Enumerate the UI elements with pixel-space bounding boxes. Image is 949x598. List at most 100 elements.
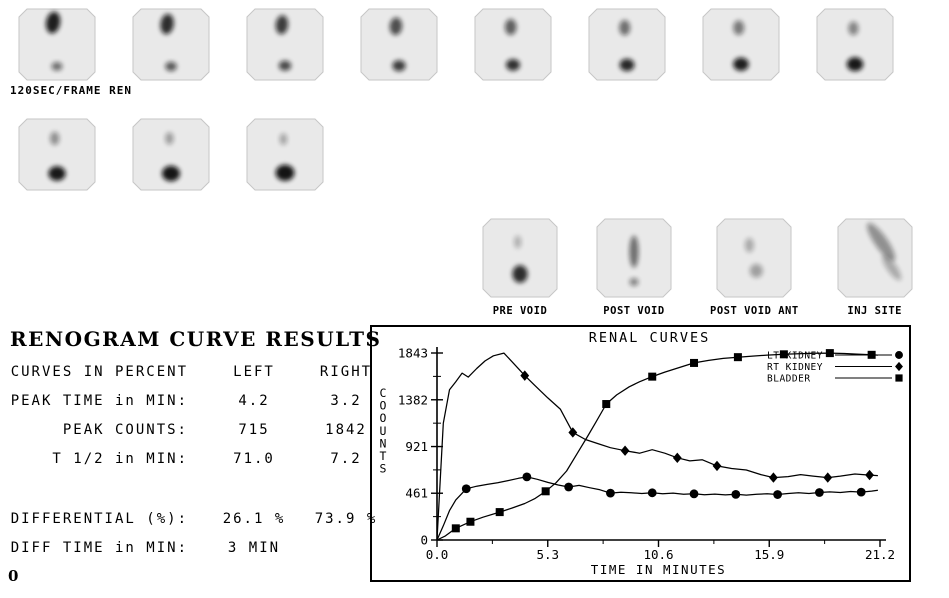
y-axis-label-letter: N: [380, 436, 387, 450]
scan-frame-image: [132, 8, 210, 81]
activity-blob: [160, 13, 174, 35]
film-frame-shape: [816, 8, 894, 81]
x-tick-label: 21.2: [865, 547, 895, 562]
results-row-left: 3 MIN: [227, 539, 281, 556]
void-frame-cell: INJ SITE: [837, 218, 913, 317]
activity-blob: [51, 62, 63, 71]
film-frame-shape: [132, 8, 210, 81]
film-frame-shape: [474, 8, 552, 81]
activity-blob: [745, 238, 755, 253]
activity-blob: [846, 57, 864, 72]
activity-blob: [512, 265, 528, 283]
film-frame-shape: [246, 118, 324, 191]
legend-label: BLADDER: [767, 374, 811, 385]
frame-label: INJ SITE: [847, 305, 902, 317]
results-row-right: 1842: [325, 421, 367, 438]
results-row-label: PEAK TIME in MIN:: [10, 392, 188, 409]
film-frame-shape: [588, 8, 666, 81]
results-title: RENOGRAM CURVE RESULTS: [10, 327, 382, 351]
page-mark: 0: [8, 567, 19, 585]
chart-title: RENAL CURVES: [589, 330, 711, 346]
activity-blob: [733, 57, 749, 71]
activity-blob: [392, 60, 406, 72]
results-row-left: 71.0: [233, 450, 275, 467]
activity-blob: [750, 264, 764, 278]
scan-frame-image: [474, 8, 552, 81]
activity-blob: [504, 19, 517, 35]
film-frame-shape: [837, 218, 913, 298]
x-tick-label: 0.0: [426, 547, 449, 562]
results-row-left: 26.1 %: [222, 510, 286, 527]
scan-frame-row-2: [18, 118, 324, 191]
renogram-results-panel: RENOGRAM CURVE RESULTS CURVES IN PERCENT…: [10, 327, 381, 562]
results-row-left: 715: [238, 421, 270, 438]
x-tick-label: 10.6: [643, 547, 673, 562]
y-tick-label: 1843: [398, 346, 428, 361]
activity-blob: [513, 235, 522, 249]
activity-blob: [389, 17, 403, 36]
y-tick-label: 921: [405, 439, 428, 454]
renal-curves-chart: RENAL CURVES 0 461 921 1382 1843 0.0 5.3 10.6 15.…: [370, 325, 911, 582]
results-row: T 1/2 in MIN: 71.0 7.2: [10, 444, 381, 473]
scan-frame-image: [482, 218, 558, 298]
film-frame-shape: [132, 118, 210, 191]
void-frame-cell: POST VOID ANT: [710, 218, 799, 317]
results-row: DIFFERENTIAL (%): 26.1 % 73.9 %: [10, 504, 381, 533]
activity-blob: [848, 21, 859, 36]
film-frame-shape: [246, 8, 324, 81]
y-axis-label-letter: O: [380, 411, 387, 425]
activity-blob: [506, 59, 520, 71]
activity-blob: [275, 15, 289, 35]
frame-rate-caption: 120SEC/FRAME REN: [10, 84, 132, 97]
y-tick-label: 461: [405, 486, 428, 501]
scan-frame-image: [716, 218, 792, 298]
series-rt-kidney: [436, 352, 878, 541]
void-frame-cell: PRE VOID: [482, 218, 558, 317]
chart-axes: RENAL CURVES 0 461 921 1382 1843 0.0 5.3 10.6 15.…: [380, 330, 896, 577]
results-row-label: DIFFERENTIAL (%):: [10, 510, 188, 527]
results-row-right: 3.2: [330, 392, 362, 409]
results-row-label: PEAK COUNTS:: [62, 421, 188, 438]
activity-blob: [881, 254, 901, 281]
film-frame-shape: [18, 118, 96, 191]
chart-border: [370, 325, 911, 582]
activity-blob: [866, 222, 895, 262]
y-axis-label-letter: T: [380, 449, 387, 463]
results-row-label: T 1/2 in MIN:: [52, 450, 188, 467]
void-frame-cell: POST VOID: [596, 218, 672, 317]
results-row: PEAK TIME in MIN: 4.2 3.2: [10, 386, 381, 415]
y-axis-label-letter: O: [380, 399, 387, 413]
renal-curves-chart-panel: RENAL CURVES 0 461 921 1382 1843 0.0 5.3 10.6 15.…: [370, 325, 911, 582]
series-bladder: [436, 349, 878, 541]
film-frame-shape: [360, 8, 438, 81]
activity-blob: [275, 164, 295, 181]
activity-blob: [278, 60, 292, 71]
y-tick-label: 1382: [398, 392, 428, 407]
frame-label: POST VOID: [603, 305, 665, 317]
activity-blob: [629, 235, 639, 268]
activity-blob: [48, 166, 66, 181]
series-lt-kidney: [436, 472, 878, 541]
activity-blob: [733, 20, 745, 35]
scan-frame-image: [360, 8, 438, 81]
scan-frame-image: [816, 8, 894, 81]
void-frame-row: PRE VOID POST VOID POST VOID ANT INJ SITE: [482, 218, 913, 317]
film-frame-shape: [716, 218, 792, 298]
film-frame-shape: [482, 218, 558, 298]
scan-frame-image: [596, 218, 672, 298]
results-row: DIFF TIME in MIN: 3 MIN: [10, 533, 381, 562]
frame-label: PRE VOID: [492, 305, 548, 317]
results-row-right: 7.2: [330, 450, 362, 467]
activity-blob: [162, 165, 180, 182]
results-row: PEAK COUNTS: 715 1842: [10, 415, 381, 444]
activity-blob: [279, 133, 288, 145]
activity-blob: [165, 61, 177, 72]
activity-blob: [50, 131, 60, 145]
results-header-label: CURVES IN PERCENT: [10, 363, 188, 380]
results-header-right-column: RIGHT: [319, 363, 373, 380]
legend-label: RT KIDNEY: [767, 362, 823, 373]
y-axis-label-letter: S: [380, 462, 387, 476]
results-header-left-column: LEFT: [233, 363, 275, 380]
y-axis-label-letter: C: [380, 386, 387, 400]
